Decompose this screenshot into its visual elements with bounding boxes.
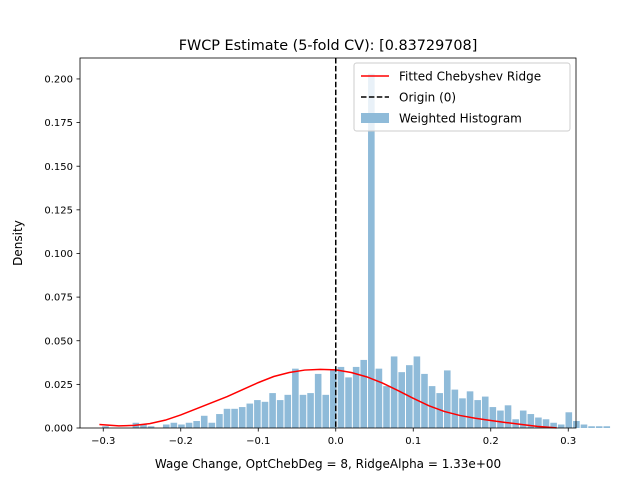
plot-area-frame bbox=[79, 57, 577, 429]
histogram-bar bbox=[383, 386, 390, 428]
histogram-bar bbox=[200, 415, 208, 428]
histogram-bar bbox=[436, 393, 443, 428]
histogram-bar bbox=[299, 394, 307, 428]
x-tick-label: 0.1 bbox=[405, 436, 421, 447]
fitted-chebyshev-curve bbox=[99, 368, 557, 429]
histogram-bar bbox=[459, 398, 466, 428]
histogram-bar bbox=[542, 419, 550, 428]
histogram-bar bbox=[231, 408, 238, 428]
legend: Fitted Chebyshev Ridge Origin (0) Weight… bbox=[353, 62, 571, 132]
histogram-bar bbox=[284, 394, 292, 428]
histogram-bar bbox=[474, 400, 481, 428]
histogram-bar bbox=[504, 405, 512, 428]
histogram-bar bbox=[466, 391, 474, 428]
histogram-bar bbox=[550, 422, 557, 428]
histogram-bar bbox=[330, 370, 337, 428]
histogram-bar bbox=[292, 368, 299, 428]
y-tick-label: 0.125 bbox=[44, 205, 73, 216]
histogram-bar bbox=[178, 424, 185, 428]
histogram-bar bbox=[254, 400, 261, 428]
y-tick-label: 0.000 bbox=[44, 424, 73, 435]
histogram-bar bbox=[497, 410, 504, 428]
histogram-bar bbox=[140, 424, 147, 428]
histogram-bar bbox=[345, 377, 352, 428]
histogram-bar bbox=[322, 394, 330, 428]
y-tick-label: 0.100 bbox=[44, 249, 73, 260]
y-tick-label: 0.175 bbox=[44, 118, 73, 129]
histogram-bar bbox=[443, 370, 451, 428]
histogram-bar bbox=[170, 422, 178, 428]
histogram-bar bbox=[269, 393, 276, 428]
legend-label-curve: Fitted Chebyshev Ridge bbox=[399, 70, 541, 84]
histogram-bar bbox=[588, 426, 595, 428]
histogram-bar bbox=[193, 421, 200, 428]
x-tick-label: 0.2 bbox=[483, 436, 499, 447]
chart-title: FWCP Estimate (5-fold CV): [0.83729708] bbox=[179, 38, 478, 54]
x-tick-label: 0.3 bbox=[560, 436, 576, 447]
histogram-bar bbox=[603, 426, 611, 428]
histogram-bar bbox=[216, 414, 223, 428]
histogram-bar bbox=[246, 403, 254, 428]
histogram-bar bbox=[307, 393, 314, 428]
histogram-bar bbox=[535, 417, 542, 428]
histogram-bar bbox=[390, 356, 398, 428]
histogram-bar bbox=[314, 373, 322, 428]
histogram-bar bbox=[147, 426, 155, 428]
histogram-bar bbox=[481, 396, 489, 428]
y-tick-label: 0.200 bbox=[44, 75, 73, 86]
x-tick-label: −0.1 bbox=[246, 436, 270, 447]
histogram-bar bbox=[276, 400, 284, 428]
histogram-bar bbox=[162, 424, 170, 428]
x-axis-label: Wage Change, OptChebDeg = 8, RidgeAlpha … bbox=[155, 457, 501, 471]
legend-label-histogram: Weighted Histogram bbox=[399, 112, 522, 126]
y-tick-label: 0.150 bbox=[44, 162, 73, 173]
histogram-bar bbox=[413, 356, 421, 428]
legend-label-origin: Origin (0) bbox=[399, 91, 456, 105]
histogram-bar bbox=[421, 373, 428, 428]
histogram-bar bbox=[238, 407, 246, 428]
histogram-bars bbox=[102, 73, 611, 429]
legend-swatch-histogram bbox=[361, 113, 389, 123]
histogram-bar bbox=[565, 412, 573, 428]
histogram-bar bbox=[352, 366, 360, 428]
histogram-bar bbox=[580, 424, 588, 428]
histogram-bar bbox=[527, 414, 535, 428]
histogram-bar bbox=[557, 424, 565, 428]
histogram-bar bbox=[208, 422, 216, 428]
y-tick-label: 0.075 bbox=[44, 293, 73, 304]
axis-ticks: −0.3 −0.2 −0.1 0.0 0.1 0.2 0.3 0.000 0.025 0.050 0… bbox=[44, 75, 576, 447]
histogram-bar bbox=[451, 389, 459, 428]
x-tick-label: −0.2 bbox=[169, 436, 193, 447]
histogram-bar bbox=[261, 401, 269, 428]
legend-box bbox=[353, 62, 571, 132]
histogram-bar bbox=[223, 408, 231, 428]
histogram-bar bbox=[595, 426, 603, 428]
histogram-bar bbox=[375, 368, 383, 428]
y-tick-label: 0.025 bbox=[44, 380, 73, 391]
histogram-bar bbox=[360, 359, 368, 428]
histogram-bar bbox=[368, 73, 375, 429]
histogram-bar bbox=[519, 410, 527, 428]
histogram-bar bbox=[102, 426, 109, 428]
x-tick-label: −0.3 bbox=[91, 436, 115, 447]
histogram-bar bbox=[337, 366, 345, 428]
y-tick-label: 0.050 bbox=[44, 336, 73, 347]
x-tick-label: 0.0 bbox=[328, 436, 344, 447]
histogram-bar bbox=[185, 422, 193, 428]
histogram-bar bbox=[398, 372, 405, 428]
histogram-bar bbox=[489, 407, 497, 428]
y-axis-label: Density bbox=[11, 220, 25, 266]
